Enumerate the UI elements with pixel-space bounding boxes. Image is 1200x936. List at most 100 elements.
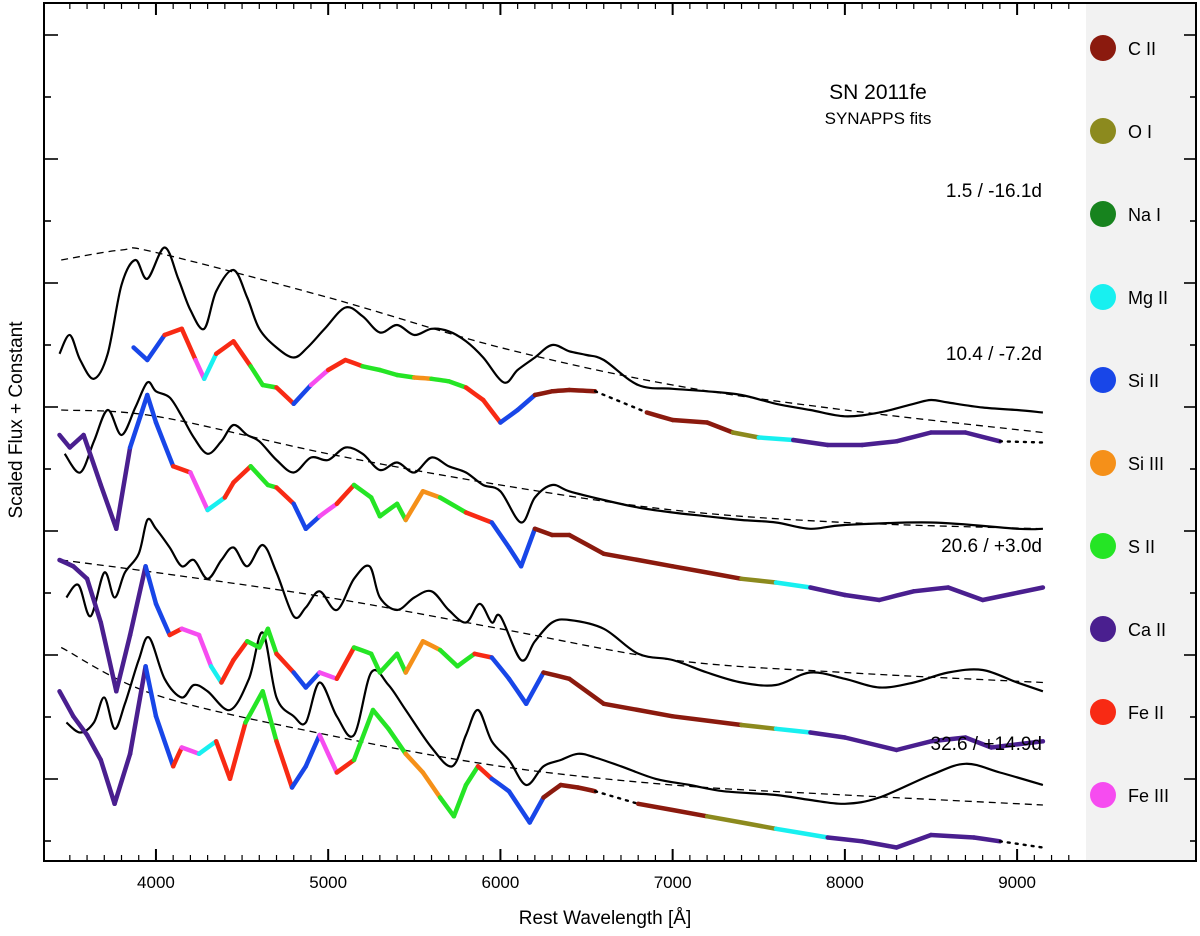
x-tick-label: 6000 (481, 873, 519, 892)
fit-segment (265, 626, 279, 657)
fit-segment (114, 632, 133, 694)
fit-segment (377, 367, 400, 378)
fit-segment (704, 420, 736, 435)
legend-swatch (1090, 782, 1116, 808)
legend-label: S II (1128, 537, 1155, 557)
fit-segment (260, 689, 279, 744)
fit-segment (412, 375, 434, 382)
fit-segment (420, 639, 443, 653)
fit-segment (420, 489, 443, 500)
fit-segment (162, 326, 185, 338)
fit-segment (403, 489, 426, 523)
fit-segment (825, 835, 865, 844)
fit-segment (451, 782, 469, 819)
observed-spectrum (58, 246, 1044, 418)
fit-segment (567, 532, 607, 557)
fit-segment (403, 751, 426, 775)
legend-swatch (1090, 616, 1116, 642)
fit-segment (351, 482, 374, 500)
epoch-label: 1.5 / -16.1d (946, 181, 1042, 202)
fit-segment (57, 432, 73, 450)
fit-segment (196, 632, 214, 669)
legend-label: C II (1128, 39, 1156, 59)
epoch-label: 32.6 / +14.9d (931, 734, 1042, 755)
fit-segment (515, 392, 538, 413)
fit-segment (593, 390, 648, 414)
fit-segment (291, 501, 309, 532)
fit-segment (980, 585, 1046, 603)
fit-segment (303, 732, 322, 769)
fit-segment (351, 645, 374, 657)
fit-segment (291, 670, 309, 690)
envelope-curve (61, 409, 1043, 530)
legend-label: Ca II (1128, 620, 1166, 640)
y-axis-label: Scaled Flux + Constant (6, 321, 27, 519)
legend-swatch (1090, 450, 1116, 476)
fit-segment (248, 464, 271, 488)
fit-segment (394, 372, 417, 380)
fit-segment (317, 501, 340, 519)
fit-segment (351, 707, 376, 763)
fit-segment (463, 510, 495, 525)
fit-segment (998, 440, 1045, 444)
fit-segment (475, 764, 495, 782)
fit-segment (334, 757, 357, 775)
fit-segment (127, 392, 150, 450)
fit-segment (84, 732, 104, 763)
fit-segment (567, 387, 598, 394)
fit-segment (739, 722, 779, 732)
fit-segment (98, 620, 119, 694)
observed-spectrum (65, 631, 1044, 805)
fit-segment (842, 735, 899, 753)
x-tick-label: 9000 (998, 873, 1036, 892)
legend-swatch (1090, 201, 1116, 227)
fit-segment (541, 782, 563, 800)
fit-segment (57, 557, 76, 569)
fit-segment (523, 670, 546, 707)
fit-segment (303, 514, 322, 532)
fit-segment (773, 580, 813, 590)
fit-segment (274, 651, 296, 675)
x-axis-label: Rest Wavelength [Å] (519, 908, 691, 929)
envelope-curves (60, 247, 1043, 806)
legend-swatch (1090, 699, 1116, 725)
fit-curves (57, 326, 1046, 850)
fit-segment (308, 367, 331, 388)
legend-label: Mg II (1128, 288, 1168, 308)
envelope-curve (60, 646, 1043, 806)
fit-segment (394, 501, 408, 523)
fit-segment (325, 357, 348, 373)
fit-segment (446, 379, 469, 390)
fit-segment (601, 551, 675, 569)
x-tick-label: 8000 (826, 873, 864, 892)
legend: C II O I Na I Mg II Si II Si III S II Ca II Fe I… (1090, 35, 1169, 808)
fit-segment (773, 726, 813, 735)
fit-segment (859, 839, 899, 850)
fit-segment (153, 601, 172, 638)
fit-segment (343, 357, 365, 369)
fit-segment (730, 430, 762, 440)
fit-segment (227, 720, 248, 782)
fit-segment (498, 407, 520, 425)
fit-segment (153, 420, 176, 469)
envelope-curve (61, 559, 1043, 684)
fit-segment (575, 785, 598, 794)
fit-segment (790, 437, 830, 448)
fit-segment (368, 495, 383, 519)
fit-segment (541, 670, 572, 682)
fit-segment (506, 545, 524, 569)
fit-segment (248, 364, 265, 388)
fit-segment (463, 764, 481, 788)
fit-segment (67, 432, 86, 450)
fit-segment (143, 664, 159, 719)
legend-swatch (1090, 367, 1116, 393)
observed-spectrum (65, 517, 1044, 693)
fit-segment (635, 801, 710, 819)
fit-segment (567, 676, 607, 707)
fit-segment (527, 795, 546, 825)
fit-segment (644, 410, 675, 423)
x-tick-label: 7000 (654, 873, 692, 892)
fit-segment (370, 707, 391, 732)
observed-spectrum (63, 380, 1043, 531)
